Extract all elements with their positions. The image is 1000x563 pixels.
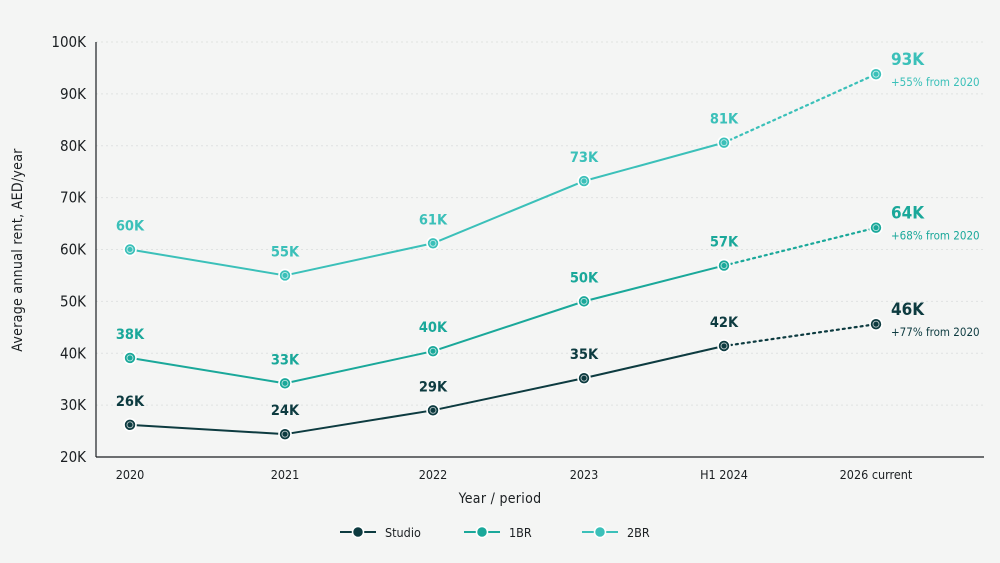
data-point-ring <box>872 224 880 232</box>
data-label: 81K <box>710 112 739 128</box>
change-note: +68% from 2020 <box>891 229 980 243</box>
data-label: 38K <box>116 327 145 343</box>
data-point-ring <box>720 139 728 147</box>
y-tick-label: 70K <box>60 189 87 207</box>
x-tick-label: 2023 <box>570 467 599 482</box>
data-point-ring <box>872 70 880 78</box>
y-axis-title: Average annual rent, AED/year <box>10 148 26 352</box>
data-label: 42K <box>710 315 739 331</box>
data-point-ring <box>580 297 588 305</box>
y-tick-label: 100K <box>51 33 87 51</box>
data-label: 57K <box>710 235 739 251</box>
data-point-ring <box>281 430 289 438</box>
data-point <box>717 135 731 150</box>
data-point <box>426 344 440 358</box>
data-label: 61K <box>419 212 448 228</box>
y-tick-label: 90K <box>60 85 87 103</box>
data-point <box>426 403 440 418</box>
data-point <box>869 67 883 81</box>
data-point-ring <box>429 239 437 247</box>
x-tick-label: 2022 <box>419 467 448 482</box>
end-value-label: 46K <box>891 300 925 320</box>
x-tick-label: 2020 <box>116 467 145 482</box>
x-tick-label: 2021 <box>271 467 300 482</box>
data-point <box>123 351 137 365</box>
y-tick-label: 20K <box>60 448 87 466</box>
x-axis-title: Year / period <box>458 491 542 507</box>
change-note: +77% from 2020 <box>891 325 980 339</box>
data-point <box>869 317 883 332</box>
series-layer: 26K 24K 29K 35K 42K 46K +77% from 2020 38K 33K 40… <box>116 50 980 441</box>
data-label: 29K <box>419 379 448 395</box>
end-value-label: 93K <box>891 50 925 70</box>
data-point <box>278 376 292 391</box>
data-point <box>577 371 591 385</box>
y-tick-label: 60K <box>60 241 87 259</box>
projection-line <box>722 73 878 144</box>
data-point-ring <box>126 246 134 253</box>
data-label: 60K <box>116 219 145 235</box>
axis-layer: 20K 30K 40K 50K 60K 70K 80K 90K 100K 2020 2021 2022… <box>51 33 984 482</box>
x-tick-label: H1 2024 <box>700 467 748 482</box>
projection-line <box>722 226 878 267</box>
data-point <box>278 427 292 441</box>
data-label: 26K <box>116 394 145 410</box>
data-point-ring <box>281 379 289 387</box>
data-point <box>577 294 591 309</box>
data-point-ring <box>720 342 728 350</box>
data-point <box>426 236 440 251</box>
data-point <box>123 242 137 257</box>
y-tick-label: 30K <box>60 396 87 414</box>
y-tick-label: 50K <box>60 292 87 310</box>
data-point-ring <box>580 177 588 185</box>
data-point-ring <box>281 271 289 279</box>
data-point-ring <box>126 421 134 429</box>
data-label: 55K <box>271 244 300 260</box>
projection-line <box>722 323 878 348</box>
data-point <box>577 174 591 188</box>
data-point <box>869 220 883 235</box>
series-line <box>129 141 725 277</box>
data-point <box>278 268 292 283</box>
grid-layer <box>96 41 984 406</box>
data-point-ring <box>720 262 728 270</box>
series-studio: 26K 24K 29K 35K 42K 46K +77% from 2020 <box>116 300 980 441</box>
data-point <box>717 258 731 273</box>
change-note: +55% from 2020 <box>891 75 980 89</box>
legend-label: Studio <box>385 525 421 540</box>
data-label: 73K <box>570 150 599 166</box>
x-tick-label: 2026 current <box>840 467 913 482</box>
data-point-ring <box>429 347 437 355</box>
y-tick-label: 40K <box>60 344 87 362</box>
data-point-ring <box>126 354 134 362</box>
data-label: 35K <box>570 347 599 363</box>
y-tick-label: 80K <box>60 137 87 155</box>
data-point-ring <box>580 374 588 382</box>
series-1br: 38K 33K 40K 50K 57K 64K +68% from 2020 <box>116 204 980 391</box>
legend-swatch-marker <box>593 525 607 539</box>
legend-label: 2BR <box>627 525 650 540</box>
legend-swatch-marker <box>475 525 489 539</box>
data-point-ring <box>872 320 880 328</box>
data-point <box>717 339 731 353</box>
data-label: 24K <box>271 403 300 419</box>
data-label: 40K <box>419 320 448 336</box>
data-point-ring <box>429 406 437 414</box>
data-point <box>123 418 137 432</box>
series-2br: 60K 55K 61K 73K 81K 93K +55% from 2020 <box>116 50 980 283</box>
legend: Studio 1BR 2BR <box>340 525 650 540</box>
legend-label: 1BR <box>509 525 532 540</box>
data-label: 50K <box>570 270 599 286</box>
legend-swatch-marker <box>351 525 365 539</box>
data-label: 33K <box>271 352 300 368</box>
end-value-label: 64K <box>891 204 925 224</box>
